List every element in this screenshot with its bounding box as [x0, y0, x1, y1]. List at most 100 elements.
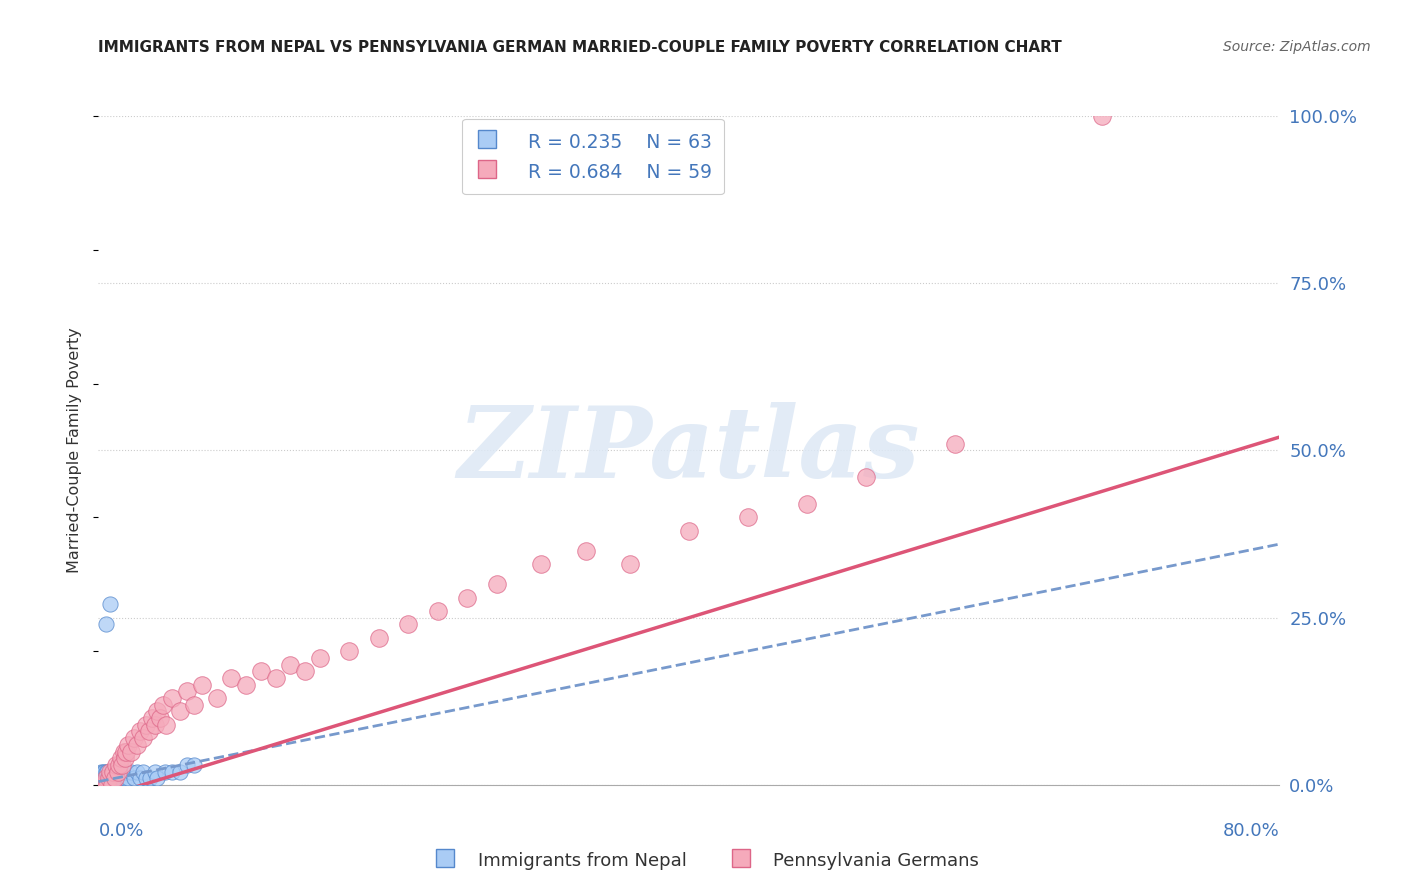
- Point: [91, 778, 114, 792]
- Point: [183, 758, 205, 772]
- Point: [110, 771, 132, 786]
- Point: [122, 771, 145, 786]
- Point: [90, 778, 112, 792]
- Point: [135, 717, 157, 731]
- Point: [1091, 109, 1114, 123]
- Point: [91, 764, 114, 779]
- Text: IMMIGRANTS FROM NEPAL VS PENNSYLVANIA GERMAN MARRIED-COUPLE FAMILY POVERTY CORRE: IMMIGRANTS FROM NEPAL VS PENNSYLVANIA GE…: [98, 40, 1062, 55]
- Point: [94, 764, 117, 779]
- Point: [93, 771, 115, 786]
- Point: [176, 684, 198, 698]
- Point: [143, 764, 166, 779]
- Y-axis label: Married-Couple Family Poverty: Married-Couple Family Poverty: [67, 327, 83, 574]
- Point: [97, 771, 120, 786]
- Text: 0.0%: 0.0%: [98, 822, 143, 839]
- Point: [155, 717, 177, 731]
- Point: [97, 778, 120, 792]
- Point: [132, 764, 155, 779]
- Point: [176, 758, 198, 772]
- Point: [162, 690, 183, 705]
- Point: [250, 664, 273, 679]
- Point: [309, 651, 332, 665]
- Point: [111, 764, 134, 779]
- Point: [90, 778, 112, 792]
- Point: [100, 778, 122, 792]
- Point: [943, 436, 966, 450]
- Point: [94, 771, 117, 786]
- Point: [103, 764, 125, 779]
- Point: [122, 731, 145, 746]
- Point: [98, 778, 121, 792]
- Point: [103, 771, 125, 786]
- Point: [105, 771, 128, 786]
- Point: [191, 678, 214, 692]
- Point: [98, 764, 121, 779]
- Point: [91, 778, 114, 792]
- Point: [91, 778, 114, 792]
- Point: [141, 711, 163, 725]
- Point: [111, 758, 134, 772]
- Point: [96, 778, 118, 792]
- Point: [486, 577, 509, 591]
- Point: [110, 751, 132, 765]
- Point: [90, 778, 112, 792]
- Point: [89, 778, 111, 792]
- Point: [108, 758, 131, 772]
- Point: [368, 631, 391, 645]
- Point: [112, 744, 135, 758]
- Point: [90, 778, 112, 792]
- Point: [128, 724, 150, 739]
- Point: [457, 591, 479, 605]
- Point: [90, 778, 112, 792]
- Point: [205, 690, 228, 705]
- Point: [89, 778, 111, 792]
- Point: [339, 644, 361, 658]
- Point: [90, 778, 112, 792]
- Point: [619, 557, 641, 572]
- Point: [153, 764, 176, 779]
- Point: [104, 771, 127, 786]
- Point: [94, 617, 117, 632]
- Point: [125, 738, 148, 752]
- Point: [90, 764, 112, 779]
- Point: [90, 778, 112, 792]
- Point: [169, 705, 191, 719]
- Legend:   R = 0.235    N = 63,   R = 0.684    N = 59: R = 0.235 N = 63, R = 0.684 N = 59: [463, 119, 724, 194]
- Point: [98, 771, 121, 786]
- Point: [152, 698, 174, 712]
- Point: [104, 771, 127, 786]
- Point: [138, 724, 160, 739]
- Point: [98, 598, 121, 612]
- Point: [117, 738, 139, 752]
- Point: [162, 764, 183, 779]
- Point: [114, 771, 136, 786]
- Point: [855, 470, 877, 484]
- Point: [132, 731, 155, 746]
- Point: [89, 778, 111, 792]
- Point: [139, 771, 162, 786]
- Point: [146, 771, 169, 786]
- Point: [93, 778, 115, 792]
- Point: [93, 778, 115, 792]
- Point: [796, 497, 818, 511]
- Point: [94, 778, 117, 792]
- Legend: Immigrants from Nepal, Pennsylvania Germans: Immigrants from Nepal, Pennsylvania Germ…: [420, 842, 986, 879]
- Point: [91, 771, 114, 786]
- Point: [143, 717, 166, 731]
- Point: [114, 751, 136, 765]
- Point: [115, 744, 138, 758]
- Point: [135, 771, 157, 786]
- Point: [169, 764, 191, 779]
- Point: [89, 778, 111, 792]
- Point: [107, 764, 129, 779]
- Point: [294, 664, 316, 679]
- Point: [146, 705, 169, 719]
- Point: [93, 778, 115, 792]
- Point: [149, 711, 172, 725]
- Text: ZIPatlas: ZIPatlas: [458, 402, 920, 499]
- Point: [107, 771, 129, 786]
- Point: [96, 778, 118, 792]
- Point: [89, 771, 111, 786]
- Point: [737, 510, 759, 524]
- Point: [96, 771, 118, 786]
